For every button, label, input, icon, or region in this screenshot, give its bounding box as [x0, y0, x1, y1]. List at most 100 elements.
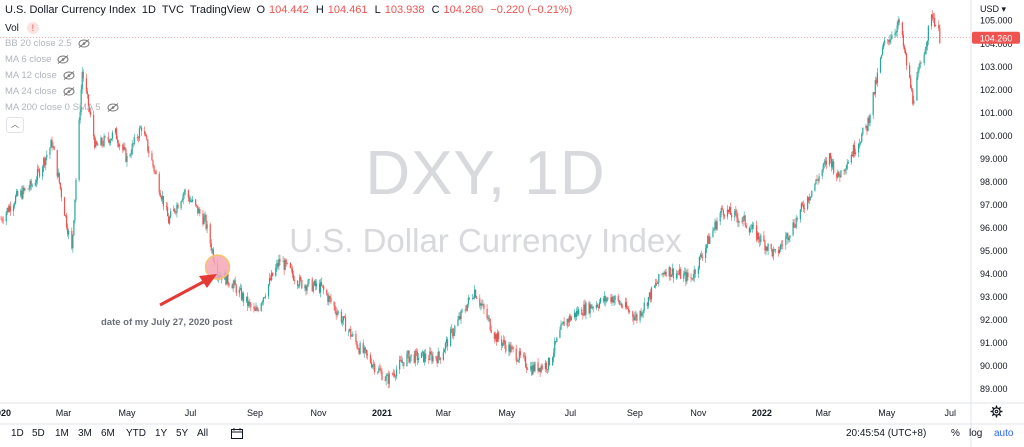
candle-body — [260, 303, 262, 312]
range-3m-button[interactable]: 3M — [78, 428, 92, 439]
candle-body — [832, 161, 834, 168]
candle-body — [343, 316, 346, 318]
indicator-ma6[interactable]: MA 6 close — [5, 54, 69, 65]
candle-body — [87, 94, 90, 108]
candle-body — [422, 351, 425, 362]
candle-body — [824, 160, 826, 164]
eye-hidden-icon[interactable] — [57, 55, 69, 64]
candle-body — [58, 172, 60, 183]
settings-gear-icon[interactable] — [990, 405, 1003, 423]
candle-body — [66, 215, 68, 228]
range-1y-button[interactable]: 1Y — [155, 428, 168, 439]
candle-body — [852, 145, 855, 157]
range-5y-button[interactable]: 5Y — [176, 428, 189, 439]
indicator-ma24[interactable]: MA 24 close — [5, 86, 75, 97]
chart-legend-header: U.S. Dollar Currency Index 1D TVC Tradin… — [5, 4, 576, 16]
candle-body — [228, 283, 230, 286]
candle-body — [9, 206, 12, 212]
candle-body — [318, 283, 321, 293]
candle-body — [625, 302, 628, 309]
symbol-title[interactable]: U.S. Dollar Currency Index — [5, 4, 136, 16]
calendar-goto-icon[interactable] — [231, 428, 243, 442]
candle-body — [760, 235, 762, 243]
candle-body — [547, 357, 550, 370]
candle-body — [697, 268, 699, 274]
candle-body — [728, 207, 731, 213]
candle-body — [577, 310, 579, 315]
candle-body — [726, 209, 729, 217]
warning-icon[interactable]: ! — [26, 22, 39, 34]
candle-body — [692, 278, 694, 280]
candle-body — [196, 204, 198, 206]
eye-hidden-icon[interactable] — [107, 103, 119, 112]
candle-body — [517, 360, 519, 362]
candle-body — [604, 296, 606, 302]
candle-body — [931, 14, 934, 19]
candle-body — [493, 332, 495, 339]
candle-body — [337, 311, 339, 313]
candle-body — [369, 355, 372, 363]
candle-body — [854, 152, 857, 154]
candle-body — [865, 125, 867, 128]
interval-label[interactable]: 1D — [141, 4, 156, 16]
candle-body — [42, 167, 44, 177]
candle-body — [701, 256, 704, 259]
collapse-legend-icon[interactable]: ︿ — [6, 117, 24, 133]
range-1d-button[interactable]: 1D — [11, 428, 24, 439]
candle-body — [778, 249, 781, 253]
candle-body — [444, 342, 447, 350]
candle-body — [589, 304, 591, 314]
candle-body — [874, 80, 876, 95]
y-tick-label: 94.000 — [980, 269, 1008, 279]
currency-select[interactable]: USD ▾ — [980, 4, 1006, 15]
candle-body — [429, 351, 431, 360]
candle-body — [107, 136, 109, 140]
range-6m-button[interactable]: 6M — [101, 428, 115, 439]
candle-body — [927, 26, 929, 41]
eye-hidden-icon[interactable] — [63, 71, 75, 80]
indicator-ma12[interactable]: MA 12 close — [5, 70, 75, 81]
candle-body — [859, 143, 861, 145]
indicator-vol[interactable]: Vol! — [5, 22, 39, 34]
auto-toggle[interactable]: auto — [994, 428, 1014, 439]
candle-body — [413, 354, 415, 363]
eye-hidden-icon[interactable] — [63, 87, 75, 96]
indicator-bb[interactable]: BB 20 close 2.5 — [5, 38, 90, 49]
percent-toggle[interactable]: % — [951, 428, 960, 439]
candle-body — [611, 296, 613, 302]
candle-body — [199, 209, 201, 214]
range-all-button[interactable]: All — [197, 428, 209, 439]
candle-body — [479, 298, 481, 306]
candle-body — [522, 355, 525, 356]
candle-body — [27, 188, 29, 190]
candle-body — [518, 351, 520, 361]
candle-body — [313, 280, 315, 286]
candle-body — [751, 224, 754, 229]
candle-body — [714, 221, 716, 229]
candle-body — [503, 340, 505, 343]
candle-body — [675, 273, 678, 279]
candle-body — [617, 296, 619, 301]
candle-body — [450, 329, 452, 347]
range-5d-button[interactable]: 5D — [32, 428, 45, 439]
y-tick-label: 91.000 — [980, 338, 1008, 348]
candle-body — [735, 210, 737, 213]
range-ytd-button[interactable]: YTD — [126, 428, 146, 439]
y-tick-label: 90.000 — [980, 361, 1008, 371]
candle-body — [552, 357, 554, 366]
candle-body — [393, 373, 396, 377]
range-1m-button[interactable]: 1M — [55, 428, 69, 439]
candle-body — [80, 89, 82, 113]
time-axis: 2020 Mar May Jul Sep Nov 2021 Mar May Jul Sep Nov 20… — [0, 408, 956, 418]
candle-body — [436, 358, 438, 364]
candle-body — [209, 224, 211, 244]
candle-body — [898, 19, 900, 23]
candle-body — [119, 144, 121, 147]
eye-hidden-icon[interactable] — [78, 39, 90, 48]
log-toggle[interactable]: log — [969, 428, 983, 439]
candle-body — [96, 141, 98, 145]
clock-time[interactable]: 20:45:54 (UTC+8) — [846, 428, 927, 439]
indicator-ma200[interactable]: MA 200 close 0 SMA 5 — [5, 102, 119, 113]
candle-body — [97, 144, 99, 146]
